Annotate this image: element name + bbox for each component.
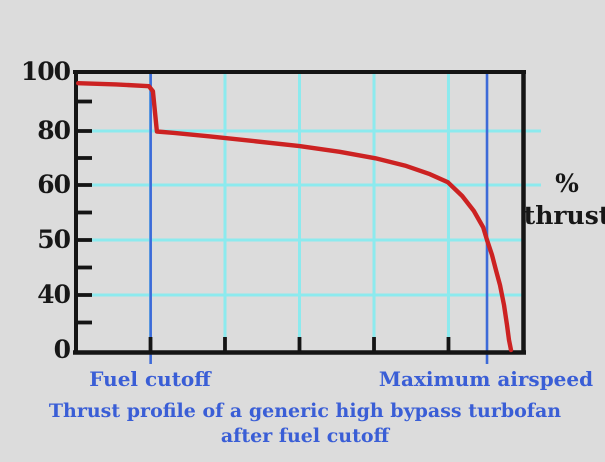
y-axis-tick-label: 40	[37, 280, 71, 309]
y-axis-tick-label: 80	[37, 116, 71, 145]
annotation-fuel-cutoff-label: Fuel cutoff	[89, 367, 211, 391]
annotation-maximum-airspeed-label: Maximum airspeed	[378, 367, 594, 391]
y-axis-title-thrust: thrust	[523, 201, 605, 230]
chart-title-line-2: after fuel cutoff	[220, 425, 390, 447]
thrust-curve	[76, 81, 514, 353]
chart-title-line-1: Thrust profile of a generic high bypass …	[48, 400, 562, 422]
y-axis-tick-label: 50	[37, 225, 71, 254]
y-axis-tick-label: 100	[20, 57, 71, 86]
y-axis-title-percent: %	[555, 169, 579, 198]
y-axis-tick-label: 60	[37, 170, 71, 199]
y-axis-title: % thrust	[524, 168, 605, 232]
y-axis-tick-label: 0	[53, 335, 71, 364]
